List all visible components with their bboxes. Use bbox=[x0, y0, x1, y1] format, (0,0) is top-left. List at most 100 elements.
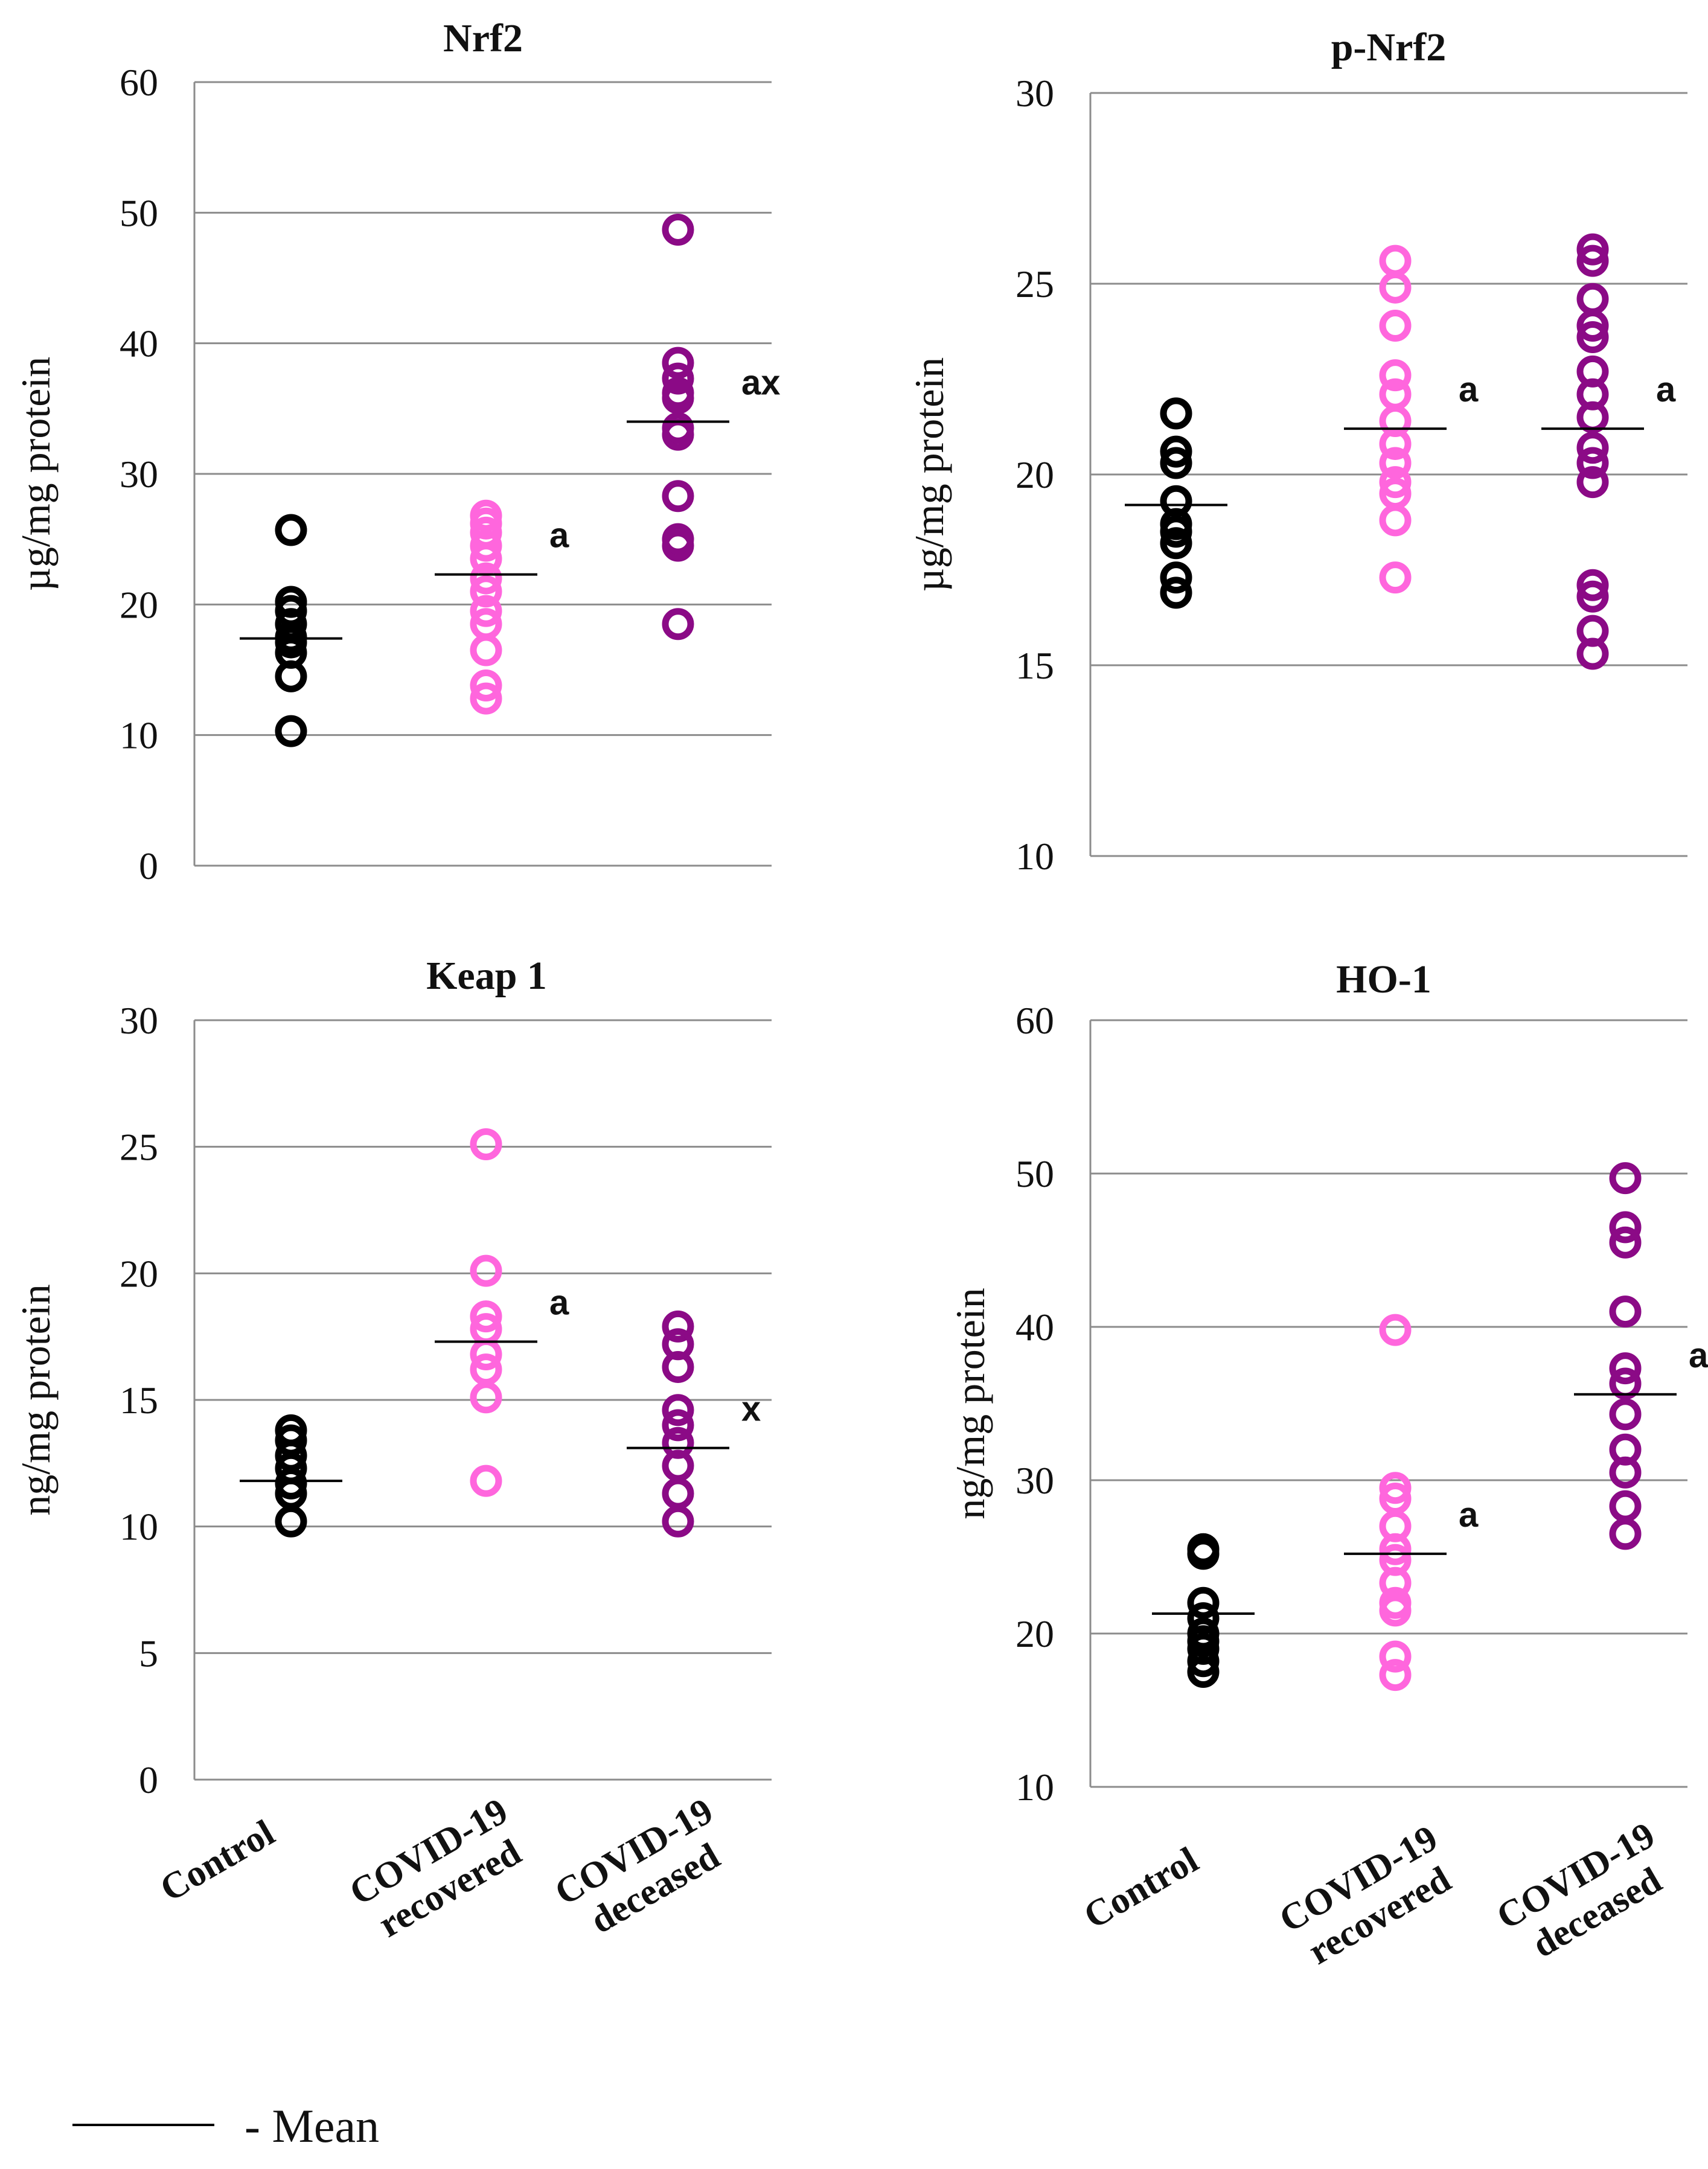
y-tick-label: 50 bbox=[1016, 1152, 1054, 1195]
data-point bbox=[470, 1300, 502, 1333]
data-point bbox=[1187, 1656, 1220, 1688]
y-tick-label: 20 bbox=[1016, 1612, 1054, 1655]
data-point bbox=[1609, 1490, 1642, 1522]
legend: - Mean bbox=[72, 2100, 379, 2152]
y-tick-label: 5 bbox=[139, 1632, 158, 1675]
y-tick-label: 30 bbox=[120, 453, 158, 496]
data-point bbox=[275, 1467, 307, 1500]
y-tick-label: 60 bbox=[120, 61, 158, 104]
data-point bbox=[662, 1350, 694, 1383]
x-category-label: COVID-19deceased bbox=[548, 1790, 741, 1950]
data-point bbox=[1379, 447, 1412, 479]
data-point bbox=[662, 480, 694, 513]
data-point bbox=[1379, 244, 1412, 277]
series-covid-19-recovered: a bbox=[435, 499, 569, 715]
data-point bbox=[1609, 1352, 1642, 1385]
chart-title: Keap 1 bbox=[426, 954, 547, 998]
data-point bbox=[1609, 1398, 1642, 1431]
data-point bbox=[662, 608, 694, 640]
data-point bbox=[1576, 244, 1609, 277]
x-category-label: Control bbox=[1077, 1839, 1205, 1937]
y-tick-label: 10 bbox=[120, 714, 158, 757]
data-point bbox=[1379, 271, 1412, 304]
data-point bbox=[662, 529, 694, 562]
data-point bbox=[1609, 1367, 1642, 1400]
data-point bbox=[1160, 577, 1192, 609]
y-tick-label: 25 bbox=[120, 1126, 158, 1169]
series-control bbox=[1125, 397, 1227, 609]
data-point bbox=[470, 529, 502, 562]
data-point bbox=[1160, 561, 1192, 594]
data-point bbox=[470, 562, 502, 595]
data-point bbox=[470, 669, 502, 701]
data-point bbox=[1379, 427, 1412, 460]
series-covid-19-recovered: a bbox=[1344, 244, 1479, 594]
data-point bbox=[662, 1505, 694, 1538]
data-point bbox=[1609, 1211, 1642, 1244]
data-point bbox=[1379, 561, 1412, 594]
data-point bbox=[1160, 516, 1192, 548]
legend-mean-label: - Mean bbox=[245, 2100, 379, 2152]
y-tick-label: 15 bbox=[1016, 644, 1054, 687]
data-point bbox=[662, 347, 694, 379]
data-point bbox=[1379, 1472, 1412, 1504]
data-point bbox=[662, 213, 694, 246]
y-tick-label: 30 bbox=[120, 999, 158, 1042]
y-tick-label: 50 bbox=[120, 191, 158, 234]
y-tick-label: 40 bbox=[1016, 1306, 1054, 1349]
significance-label: x bbox=[741, 1390, 761, 1429]
y-tick-label: 20 bbox=[120, 1252, 158, 1295]
data-point bbox=[1576, 569, 1609, 601]
y-axis-label: µg/mg protein bbox=[906, 357, 952, 592]
x-category-label: Control bbox=[153, 1812, 281, 1910]
y-tick-label: 10 bbox=[1016, 1766, 1054, 1809]
data-point bbox=[1379, 504, 1412, 537]
y-tick-label: 30 bbox=[1016, 1459, 1054, 1502]
data-point bbox=[1576, 432, 1609, 464]
data-point bbox=[275, 626, 307, 659]
data-point bbox=[1576, 321, 1609, 353]
y-tick-label: 30 bbox=[1016, 72, 1054, 115]
significance-label: a bbox=[1459, 1495, 1479, 1535]
y-axis-label: ng/mg protein bbox=[13, 1284, 59, 1515]
chart-title: p-Nrf2 bbox=[1331, 25, 1447, 69]
data-point bbox=[1379, 1640, 1412, 1673]
data-point bbox=[275, 660, 307, 692]
y-tick-label: 20 bbox=[120, 583, 158, 626]
data-point bbox=[275, 514, 307, 546]
y-tick-label: 40 bbox=[120, 322, 158, 365]
x-category-labels-left: Control COVID-19recovered COVID-19deceased bbox=[153, 1790, 741, 1950]
y-tick-label: 10 bbox=[1016, 835, 1054, 878]
data-point bbox=[1379, 1533, 1412, 1565]
data-point bbox=[470, 1254, 502, 1287]
data-point bbox=[1160, 435, 1192, 468]
significance-label: a bbox=[549, 516, 569, 555]
series-covid-19-deceased: ax bbox=[627, 213, 781, 640]
data-point bbox=[1379, 1594, 1412, 1627]
data-point bbox=[1609, 1456, 1642, 1489]
chart-keap1: 0 5 10 15 20 25 30 Keap 1 ng/mg protein a x bbox=[13, 954, 772, 1801]
data-point bbox=[662, 1310, 694, 1343]
data-point bbox=[275, 1505, 307, 1538]
y-tick-label: 0 bbox=[139, 845, 158, 887]
series-covid-19-deceased: ax bbox=[1574, 1162, 1708, 1550]
data-point bbox=[1609, 1226, 1642, 1259]
data-point bbox=[470, 543, 502, 575]
y-tick-label: 15 bbox=[120, 1379, 158, 1422]
series-covid-19-recovered: a bbox=[1344, 1314, 1479, 1691]
data-point bbox=[470, 595, 502, 627]
series-covid-19-recovered: a bbox=[435, 1128, 569, 1497]
y-tick-label: 10 bbox=[120, 1506, 158, 1548]
data-point bbox=[1609, 1518, 1642, 1550]
data-point bbox=[1187, 1538, 1220, 1570]
chart-ho1: 10 20 30 40 50 60 HO-1 ng/mg protein a ax bbox=[947, 957, 1708, 1809]
chart-title: HO-1 bbox=[1336, 957, 1431, 1001]
data-point bbox=[1576, 401, 1609, 433]
data-point bbox=[470, 575, 502, 608]
y-axis-label: µg/mg protein bbox=[13, 357, 59, 592]
series-control bbox=[240, 1414, 342, 1538]
series-control bbox=[240, 514, 342, 747]
data-point bbox=[470, 1465, 502, 1497]
data-point bbox=[1379, 1314, 1412, 1346]
data-point bbox=[1379, 310, 1412, 342]
